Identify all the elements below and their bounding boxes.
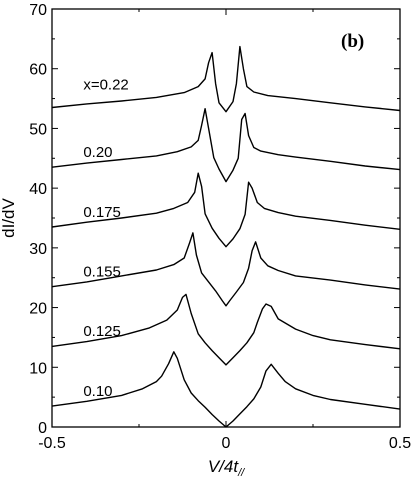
x-axis-title-subscript: //	[237, 467, 245, 479]
x-axis-title: V/4t//	[208, 457, 245, 479]
x-tick-label: 0.5	[389, 435, 411, 452]
series-label: 0.10	[83, 383, 112, 400]
y-tick-label: 70	[29, 2, 47, 19]
y-tick-label: 60	[29, 62, 47, 79]
series-label: 0.125	[83, 323, 121, 340]
series-label: 0.155	[83, 264, 121, 281]
y-tick-label: 0	[38, 420, 47, 437]
x-axis-title-main: V/4t	[208, 457, 240, 476]
y-tick-label: 20	[29, 301, 47, 318]
y-tick-label: 10	[29, 360, 47, 377]
series-line	[51, 107, 401, 183]
series-line	[51, 232, 401, 307]
series-line	[51, 293, 401, 366]
y-axis-title: dI/dV	[0, 197, 18, 237]
series-line	[51, 351, 401, 428]
series-line	[51, 172, 401, 248]
series-line	[51, 45, 401, 113]
y-tick-label: 30	[29, 241, 47, 258]
series-layer: 0.10 0.125 0.155 0.175 0.20 x=0.22	[51, 45, 401, 428]
x-tick-label: 0	[222, 435, 231, 452]
series-label: 0.20	[83, 144, 112, 161]
y-tick-label: 40	[29, 181, 47, 198]
x-tick-label: -0.5	[38, 435, 66, 452]
series-label: 0.175	[83, 204, 121, 221]
panel-label: (b)	[341, 31, 364, 52]
y-tick-label: 50	[29, 121, 47, 138]
series-label: x=0.22	[83, 77, 128, 94]
